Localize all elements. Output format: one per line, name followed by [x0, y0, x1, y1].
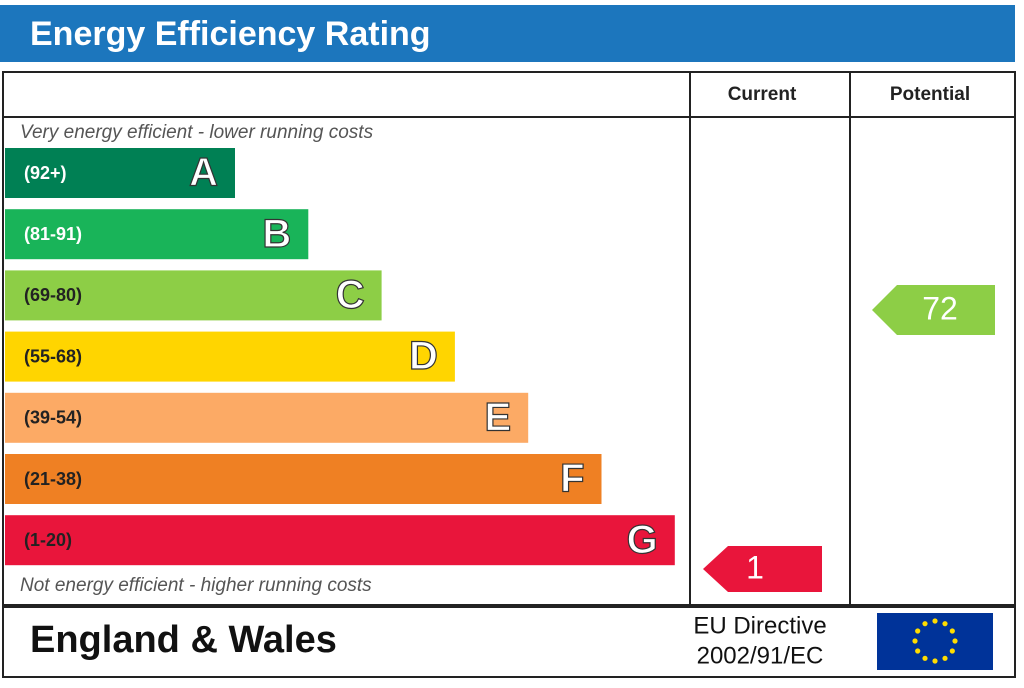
- title-bar: [0, 5, 1015, 62]
- band-range: (55-68): [24, 346, 82, 366]
- band-bar: [5, 454, 602, 504]
- bottom-note: Not energy efficient - higher running co…: [20, 575, 372, 596]
- eu-star: [912, 638, 918, 644]
- main-frame: [2, 71, 1016, 606]
- column-header: Current: [728, 84, 797, 105]
- footer-frame: [2, 606, 1016, 678]
- column-header: Potential: [890, 84, 970, 105]
- band-letter: G: [627, 518, 658, 562]
- band-range: (81-91): [24, 224, 82, 244]
- band-range: (39-54): [24, 408, 82, 428]
- band-range: (1-20): [24, 530, 72, 550]
- eu-star: [922, 655, 928, 661]
- eu-star: [932, 618, 938, 624]
- eu-star: [952, 638, 958, 644]
- band-bar: [5, 148, 235, 198]
- eu-star: [949, 648, 955, 654]
- top-note: Very energy efficient - lower running co…: [20, 122, 374, 143]
- band-range: (92+): [24, 163, 67, 183]
- band-bar: [5, 331, 455, 382]
- band-letter: E: [485, 395, 512, 439]
- band-bar: [5, 209, 309, 260]
- potential-value: 72: [922, 290, 958, 326]
- eu-star: [932, 658, 938, 664]
- directive: 2002/91/EC: [697, 642, 824, 669]
- bands: (92+) A (81-91) B (69-80) C (55-68) D (39-54) E (2…: [5, 148, 675, 566]
- eu-star: [915, 628, 921, 634]
- title: Energy Efficiency Rating: [30, 15, 431, 53]
- eu-star: [915, 648, 921, 654]
- band-letter: D: [409, 334, 438, 378]
- band-letter: A: [189, 151, 218, 195]
- directive: EU Directive: [693, 612, 826, 639]
- current-value: 1: [746, 549, 764, 585]
- eu-star: [942, 655, 948, 661]
- band-range: (69-80): [24, 285, 82, 305]
- band-range: (21-38): [24, 469, 82, 489]
- band-bar: [5, 515, 675, 566]
- band-bar: [5, 270, 382, 321]
- band-letter: F: [560, 457, 584, 501]
- current-arrow: [703, 546, 822, 592]
- band-bar: [5, 392, 529, 443]
- region: England & Wales: [30, 619, 337, 661]
- band-letter: C: [336, 273, 365, 317]
- potential-arrow: [872, 285, 995, 335]
- eu-star: [949, 628, 955, 634]
- eu-stars: [912, 618, 958, 664]
- eu-star: [942, 621, 948, 627]
- eu-star: [922, 621, 928, 627]
- band-letter: B: [262, 212, 291, 256]
